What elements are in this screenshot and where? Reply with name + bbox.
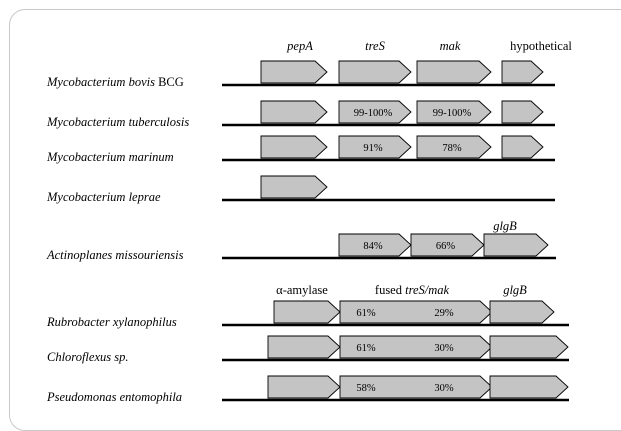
gene-arrow-treS: [338, 100, 412, 124]
gene-arrow-glgB: [489, 375, 569, 399]
organism-label-m-leprae: Mycobacterium leprae: [46, 190, 161, 204]
gene-arrow-pepA: [260, 175, 328, 199]
identity-label: 99-100%: [433, 108, 472, 119]
identity-label: 61%: [356, 343, 376, 354]
gene-arrow-alpha-amylase: [273, 300, 341, 324]
gene-cluster-figure: pepA treS mak hypothetical glgB α-amylase fuse…: [46, 39, 572, 404]
organism-label-m-bovis: Mycobacterium bovis BCG: [46, 75, 184, 89]
gene-header-treS: treS: [365, 39, 385, 53]
gene-arrow-treS: [338, 233, 412, 257]
gene-arrow-pepA: [260, 60, 328, 84]
gene-arrow-treS-mak: [339, 300, 493, 324]
organism-label-m-tuberculosis: Mycobacterium tuberculosis: [46, 115, 189, 129]
gene-arrow-glgB: [483, 233, 549, 257]
gene-header-fused: fused treS/mak: [375, 283, 450, 297]
identity-label: 99-100%: [354, 108, 393, 119]
identity-label: 84%: [363, 241, 383, 252]
gene-header-hypothetical: hypothetical: [510, 39, 572, 53]
gene-header-pepA: pepA: [286, 39, 313, 53]
gene-arrow-mak: [416, 60, 492, 84]
organism-label-a-missouriensis: Actinoplanes missouriensis: [46, 248, 184, 262]
gene-arrow-treS-mak: [339, 335, 493, 359]
gene-arrow-treS: [338, 60, 412, 84]
gene-arrow-alpha-amylase: [267, 335, 341, 359]
gene-arrow-hypothetical: [501, 60, 544, 84]
gene-arrow-pepA: [260, 100, 328, 124]
identity-label: 61%: [356, 308, 376, 319]
identity-label: 30%: [434, 383, 454, 394]
gene-arrow-treS-mak: [339, 375, 493, 399]
gene-arrow-treS: [338, 135, 412, 159]
gene-arrow-mak: [416, 100, 492, 124]
gene-arrow-glgB: [489, 335, 569, 359]
identity-label: 30%: [434, 343, 454, 354]
gene-cluster-diagram: pepA treS mak hypothetical glgB α-amylase fuse…: [46, 39, 572, 404]
identity-label: 91%: [363, 143, 383, 154]
gene-arrow-hypothetical: [501, 135, 544, 159]
identity-label: 78%: [442, 143, 462, 154]
identity-label: 66%: [436, 241, 456, 252]
gene-arrow-alpha-amylase: [267, 375, 341, 399]
gene-arrow-pepA: [260, 135, 328, 159]
organism-label-m-marinum: Mycobacterium marinum: [46, 150, 174, 164]
organism-label-chloroflexus: Chloroflexus sp.: [47, 350, 128, 364]
organism-label-r-xylanophilus: Rubrobacter xylanophilus: [46, 315, 177, 329]
gene-arrow-glgB: [489, 300, 555, 324]
gene-arrow-mak: [410, 233, 485, 257]
gene-header-mak: mak: [440, 39, 461, 53]
gene-header-glgB-1: glgB: [493, 219, 517, 233]
identity-label: 58%: [356, 383, 376, 394]
organism-label-p-entomophila: Pseudomonas entomophila: [46, 390, 182, 404]
identity-label: 29%: [434, 308, 454, 319]
gene-header-glgB-2: glgB: [503, 283, 527, 297]
gene-arrow-hypothetical: [501, 100, 544, 124]
gene-arrow-mak: [416, 135, 492, 159]
gene-header-alpha-amylase: α-amylase: [276, 283, 328, 297]
